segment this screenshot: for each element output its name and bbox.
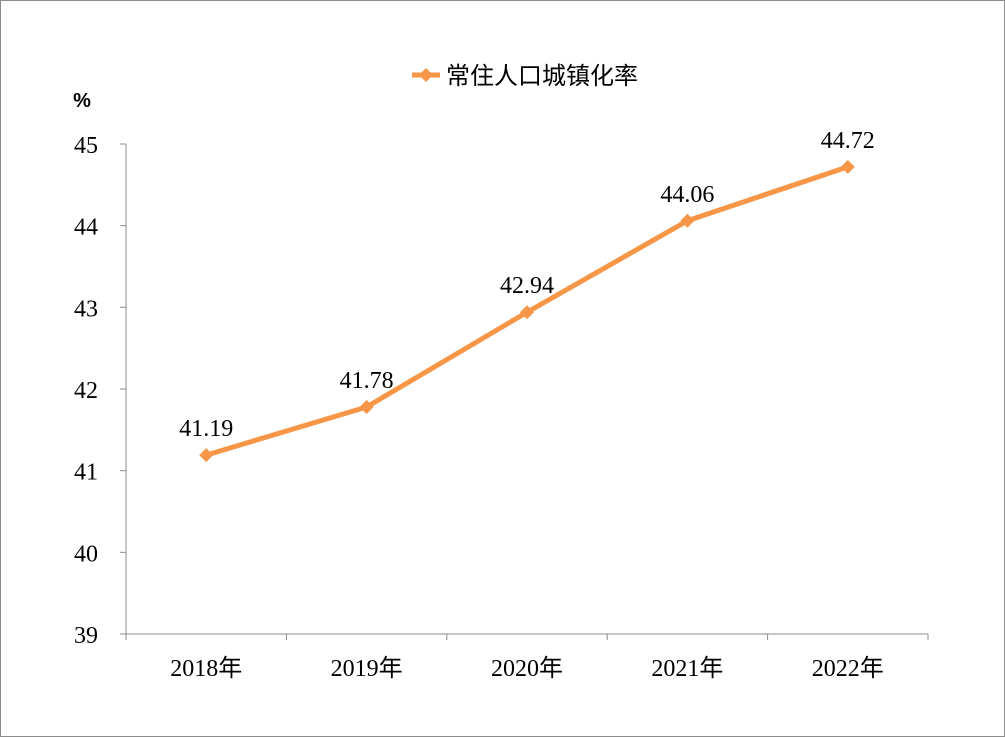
data-point xyxy=(520,305,534,320)
x-tick-label: 2021年 xyxy=(651,655,723,682)
y-tick-label: 41 xyxy=(74,460,98,486)
data-label: 41.19 xyxy=(179,416,233,442)
data-labels: 41.19 41.78 42.94 44.06 44.72 xyxy=(179,128,875,442)
data-label: 41.78 xyxy=(340,368,394,394)
y-tick-label: 42 xyxy=(74,378,98,404)
x-tick-label: 2022年 xyxy=(812,655,884,682)
series xyxy=(199,159,855,463)
y-tick-label: 43 xyxy=(74,296,98,322)
x-tick-label: 2020年 xyxy=(491,655,563,682)
data-label: 44.72 xyxy=(821,128,875,154)
data-point xyxy=(359,399,374,414)
y-tick-label: 39 xyxy=(74,623,98,649)
data-point xyxy=(199,448,214,463)
x-tick-labels: 2018年 2019年 2020年 2021年 2022年 xyxy=(170,655,884,682)
axes xyxy=(120,143,929,640)
legend: 常住人口城镇化率 xyxy=(412,62,638,90)
x-tick-label: 2018年 xyxy=(170,655,242,682)
legend-label: 常住人口城镇化率 xyxy=(446,62,638,90)
data-point xyxy=(840,159,855,174)
data-point xyxy=(680,213,695,228)
y-tick-labels: 39 40 41 42 43 44 45 xyxy=(74,133,98,649)
data-label: 44.06 xyxy=(660,182,714,208)
x-tick-label: 2019年 xyxy=(331,655,403,682)
data-label: 42.94 xyxy=(500,273,554,299)
y-tick-label: 40 xyxy=(74,541,98,567)
legend-marker xyxy=(419,68,433,82)
y-tick-label: 45 xyxy=(74,133,98,159)
y-tick-label: 44 xyxy=(74,215,98,241)
y-axis-unit: % xyxy=(73,90,91,112)
